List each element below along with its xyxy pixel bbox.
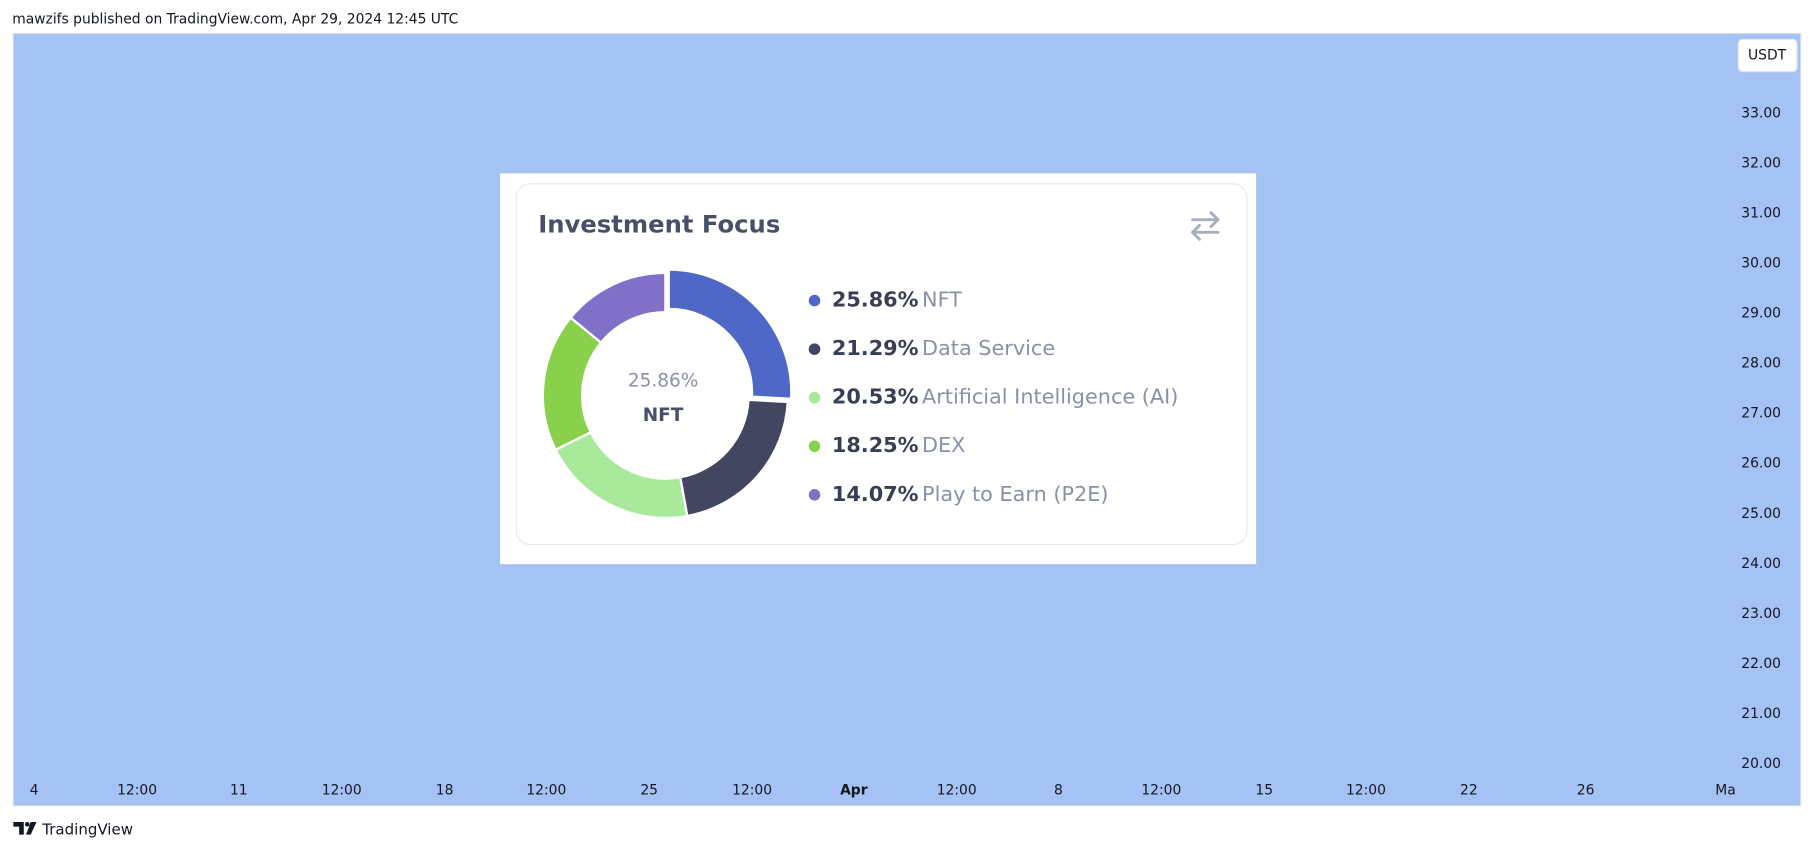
time-tick-label: Ma: [1715, 783, 1735, 799]
legend-label: NFT: [922, 288, 962, 312]
price-tick-label: 25.00: [1741, 506, 1781, 522]
switch-icon[interactable]: [1191, 211, 1220, 241]
time-tick-label: 12:00: [1141, 783, 1181, 799]
tv-logo: [13, 821, 37, 835]
price-tick-label: 29.00: [1741, 306, 1781, 322]
price-tick-label: 30.00: [1741, 255, 1781, 271]
donut-slice: [569, 271, 667, 345]
legend-value: 21.29%: [832, 336, 919, 360]
time-tick-label: 8: [1054, 783, 1063, 799]
time-tick-label: 12:00: [526, 783, 566, 799]
price-tick-label: 32.00: [1741, 155, 1781, 171]
currency-label: USDT: [1748, 47, 1787, 63]
price-tick-label: 20.00: [1741, 756, 1781, 772]
time-tick-label: 18: [436, 783, 454, 799]
time-tick-label: 12:00: [117, 783, 157, 799]
card-title: Investment Focus: [538, 209, 780, 238]
legend-dot: [808, 391, 821, 404]
time-tick-label: 22: [1460, 783, 1478, 799]
time-tick-label: 12:00: [732, 783, 772, 799]
legend-value: 18.25%: [832, 433, 919, 457]
legend-dot: [808, 294, 821, 307]
legend-value: 14.07%: [832, 482, 919, 506]
legend-label: Data Service: [922, 336, 1055, 360]
publish-note: mawzifs published on TradingView.com, Ap…: [12, 12, 458, 28]
price-tick-label: 27.00: [1741, 406, 1781, 422]
legend-label: Play to Earn (P2E): [922, 482, 1108, 506]
legend-dot: [808, 343, 821, 355]
price-tick-label: 26.00: [1741, 456, 1781, 472]
time-tick-label: Apr: [840, 783, 868, 799]
price-tick-label: 33.00: [1741, 105, 1781, 121]
price-tick-label: 28.00: [1741, 356, 1781, 372]
legend-value: 20.53%: [832, 385, 919, 409]
price-tick-label: 31.00: [1741, 205, 1781, 221]
center-label: NFT: [643, 405, 684, 426]
price-tick-label: 22.00: [1741, 656, 1781, 672]
price-tick-label: 24.00: [1741, 556, 1781, 572]
time-tick-label: 12:00: [937, 783, 977, 799]
currency-button[interactable]: [1737, 38, 1798, 73]
time-tick-label: 12:00: [322, 783, 362, 799]
legend-value: 25.86%: [832, 288, 919, 312]
price-tick-label: 21.00: [1741, 706, 1781, 722]
legend-label: DEX: [922, 433, 965, 457]
time-tick-label: 4: [30, 783, 39, 799]
legend-dot: [808, 489, 821, 501]
center-value: 25.86%: [628, 370, 698, 391]
time-tick-label: 12:00: [1346, 783, 1386, 799]
donut-slice: [667, 268, 793, 401]
time-tick-label: 11: [230, 783, 248, 799]
time-tick-label: 25: [640, 783, 658, 799]
brand: TradingView: [41, 821, 133, 839]
time-tick-label: 15: [1255, 783, 1273, 799]
legend-label: Artificial Intelligence (AI): [922, 385, 1178, 409]
legend-dot: [808, 440, 821, 453]
time-tick-label: 26: [1577, 783, 1595, 799]
price-tick-label: 23.00: [1741, 606, 1781, 622]
